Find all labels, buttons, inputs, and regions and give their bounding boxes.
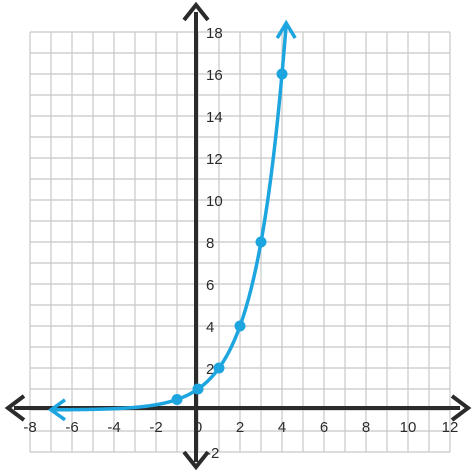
- curve-line: [49, 22, 288, 412]
- data-point: [171, 394, 183, 405]
- x-tick-label: 0: [194, 419, 202, 436]
- curve-top-arrow-icon: [275, 19, 297, 39]
- x-tick-label: -4: [107, 419, 120, 436]
- x-tick-label: 10: [400, 419, 417, 436]
- x-axis-left-arrow-icon: [4, 394, 26, 422]
- x-tick-label: 6: [320, 419, 328, 436]
- y-tick-label: 12: [206, 151, 223, 168]
- x-axis-right-arrow-icon: [450, 394, 472, 422]
- y-axis-bottom-arrow-icon: [182, 450, 210, 471]
- x-tick-label: -6: [65, 419, 78, 436]
- y-tick-label: 2: [206, 361, 214, 378]
- y-tick-label: 18: [206, 25, 223, 42]
- data-point: [234, 320, 246, 332]
- series: [47, 19, 297, 422]
- data-point: [255, 236, 267, 248]
- y-axis-top-arrow-icon: [182, 1, 210, 22]
- x-tick-label: -2: [149, 419, 162, 436]
- x-tick-label: -8: [23, 419, 36, 436]
- curve-left-arrow-icon: [47, 398, 67, 422]
- y-tick-label: 8: [206, 235, 214, 252]
- x-tick-label: 12: [442, 419, 459, 436]
- y-tick-label: -2: [206, 445, 219, 462]
- x-tick-label: 4: [278, 419, 286, 436]
- y-tick-label: 16: [206, 67, 223, 84]
- grid: [29, 31, 451, 453]
- data-point: [213, 362, 225, 374]
- x-tick-label: 8: [362, 419, 370, 436]
- data-point: [192, 383, 204, 395]
- x-tick-label: 2: [236, 419, 244, 436]
- data-point: [276, 68, 288, 80]
- y-tick-label: 14: [206, 109, 223, 126]
- y-tick-label: 4: [206, 319, 214, 336]
- y-tick-label: 6: [206, 277, 214, 294]
- y-tick-label: 10: [206, 193, 223, 210]
